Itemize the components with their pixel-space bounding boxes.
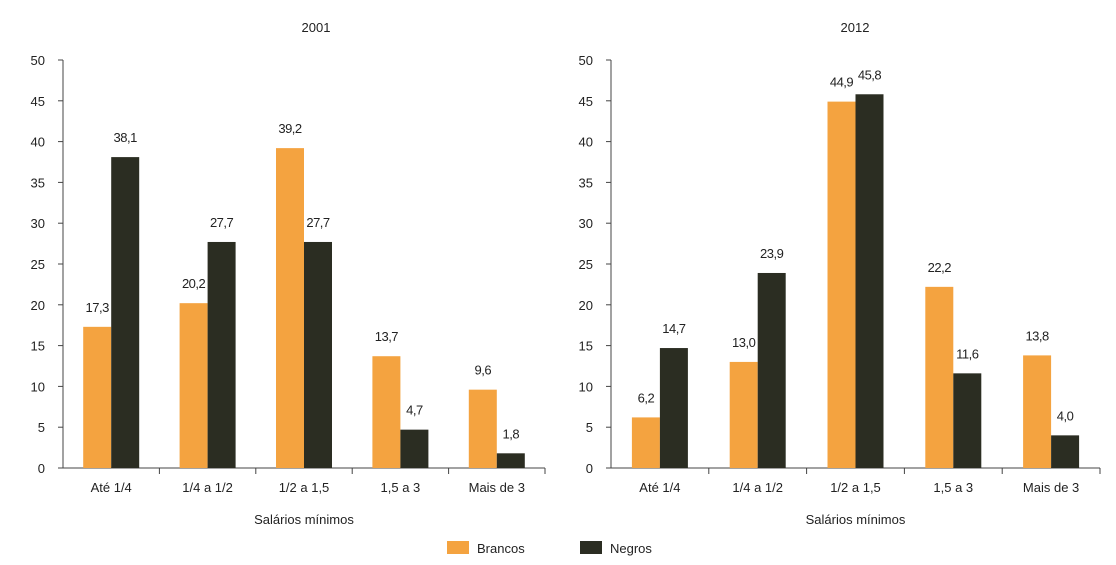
y-tick-label: 40 <box>579 135 593 150</box>
bar-brancos <box>827 101 856 468</box>
data-label: 23,9 <box>760 246 784 261</box>
y-tick-label: 15 <box>31 339 45 354</box>
y-tick-label: 20 <box>579 298 593 313</box>
y-tick-label: 5 <box>38 420 45 435</box>
bar-negros <box>855 94 884 468</box>
y-tick-label: 50 <box>579 53 593 68</box>
data-label: 9,6 <box>475 363 492 378</box>
x-tick-label: Até 1/4 <box>639 480 680 495</box>
data-label: 1,8 <box>503 426 520 441</box>
x-tick-label: Até 1/4 <box>91 480 132 495</box>
y-tick-label: 25 <box>579 257 593 272</box>
chart-title: 2001 <box>302 20 331 35</box>
y-tick-label: 25 <box>31 257 45 272</box>
y-tick-label: 35 <box>31 175 45 190</box>
data-label: 38,1 <box>114 130 138 145</box>
data-label: 20,2 <box>182 276 206 291</box>
x-tick-label: 1/2 a 1,5 <box>830 480 881 495</box>
bar-negros <box>496 453 525 468</box>
data-label: 45,8 <box>858 67 882 82</box>
bar-negros <box>304 241 332 468</box>
data-label: 27,7 <box>306 215 330 230</box>
data-label: 4,7 <box>406 403 423 418</box>
y-tick-label: 5 <box>586 420 593 435</box>
data-label: 44,9 <box>830 75 854 90</box>
legend: Brancos Negros <box>447 541 652 556</box>
bar-negros <box>953 373 982 468</box>
bar-brancos <box>179 303 208 468</box>
bar-brancos <box>83 326 112 468</box>
y-tick-label: 10 <box>31 379 45 394</box>
x-tick-label: 1/4 a 1/2 <box>732 480 783 495</box>
data-label: 11,6 <box>956 346 979 361</box>
y-tick-label: 40 <box>31 135 45 150</box>
bar-brancos <box>468 389 497 468</box>
x-tick-label: Mais de 3 <box>1023 480 1079 495</box>
bar-negros <box>1051 435 1080 468</box>
y-tick-label: 0 <box>38 461 45 476</box>
bar-negros <box>659 348 688 468</box>
y-tick-label: 0 <box>586 461 593 476</box>
data-label: 22,2 <box>928 260 952 275</box>
data-label: 17,3 <box>86 300 110 315</box>
data-label: 6,2 <box>638 390 655 405</box>
x-axis-title: Salários mínimos <box>254 512 354 527</box>
y-tick-label: 50 <box>31 53 45 68</box>
bar-negros <box>111 157 140 468</box>
legend-swatch-brancos <box>447 541 469 554</box>
x-tick-label: Mais de 3 <box>469 480 525 495</box>
chart-title: 2012 <box>841 20 870 35</box>
legend-swatch-negros <box>580 541 602 554</box>
data-label: 13,7 <box>375 329 399 344</box>
x-tick-label: 1/2 a 1,5 <box>279 480 330 495</box>
y-tick-label: 10 <box>579 379 593 394</box>
bar-negros <box>757 272 786 468</box>
legend-label-brancos: Brancos <box>477 541 525 556</box>
legend-label-negros: Negros <box>610 541 652 556</box>
data-label: 39,2 <box>278 121 302 136</box>
bar-brancos <box>925 286 954 468</box>
bar-negros <box>207 241 236 468</box>
bar-brancos <box>1023 355 1052 468</box>
bar-brancos <box>276 148 304 469</box>
y-tick-label: 30 <box>31 216 45 231</box>
data-label: 4,0 <box>1057 408 1074 423</box>
x-tick-label: 1,5 a 3 <box>933 480 973 495</box>
data-label: 13,8 <box>1025 328 1049 343</box>
data-label: 27,7 <box>210 215 234 230</box>
y-tick-label: 20 <box>31 298 45 313</box>
chart-panel-2001: 2001 0 5 10 15 20 25 30 35 40 45 50 Até 1/4 17,3 38,1 1… <box>31 20 546 527</box>
y-tick-label: 15 <box>579 339 593 354</box>
x-axis-title: Salários mínimos <box>806 512 906 527</box>
data-label: 13,0 <box>732 335 756 350</box>
bar-brancos <box>372 356 401 468</box>
bar-brancos <box>729 361 758 468</box>
x-tick-label: 1,5 a 3 <box>381 480 421 495</box>
y-tick-label: 30 <box>579 216 593 231</box>
chart-panel-2012: 2012 0 5 10 15 20 25 30 35 40 45 50 Até 1/4 6,2 14,7 1/… <box>579 20 1101 527</box>
y-tick-label: 45 <box>579 94 593 109</box>
bar-negros <box>400 429 429 468</box>
y-tick-label: 45 <box>31 94 45 109</box>
y-tick-label: 35 <box>579 175 593 190</box>
bar-brancos <box>631 417 660 468</box>
x-tick-label: 1/4 a 1/2 <box>182 480 233 495</box>
data-label: 14,7 <box>662 321 686 336</box>
